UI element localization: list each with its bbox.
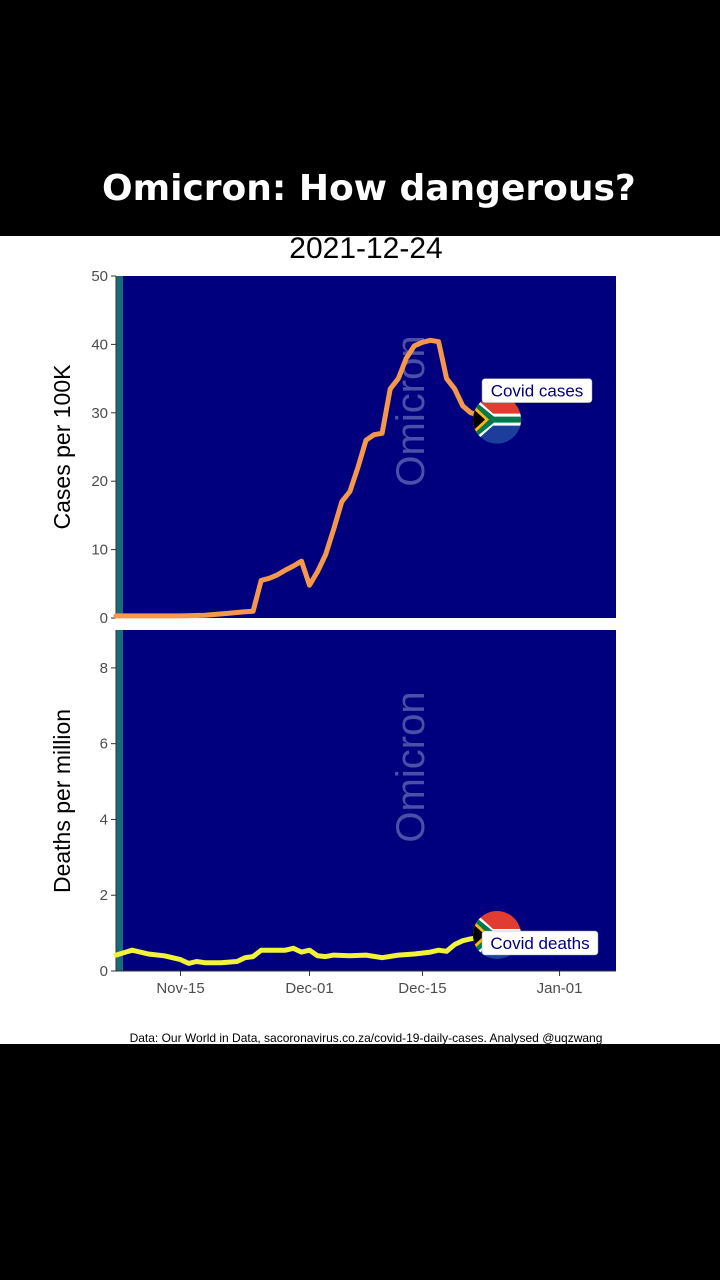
omicron-watermark: Omicron [389,691,433,842]
series-label-cases: Covid cases [481,378,593,403]
y-tick-label: 0 [100,610,108,627]
y-tick-label: 50 [91,268,108,285]
flag-black [473,924,486,947]
label-box [481,378,593,403]
plot-panel-cases: Omicron 0 10 20 30 40 50 Cases per 100K Covid ca… [49,268,616,627]
bottom-black-area [0,1044,720,1280]
series-line-cases [113,337,498,619]
start-marker-strip [116,630,123,971]
y-tick-label: 2 [100,887,108,904]
x-tick-label: Dec-01 [285,980,333,997]
series-label-deaths: Covid deaths [481,930,599,956]
caption-text: Omicron: How dangerous? [102,168,636,209]
date-label: 2021-12-24 [289,236,442,265]
south-africa-flag-icon [473,395,522,444]
flag-green [473,399,522,440]
y-tick-label: 10 [91,542,108,559]
source-note: Data: Our World in Data, sacoronavirus.c… [130,1031,603,1044]
series-line-deaths [113,932,498,966]
y-tick-label: 0 [100,963,108,980]
y-tick-label: 30 [91,405,108,422]
chart-panel: 2021-12-24 Omicron 0 10 20 30 40 50 Cases per 1… [0,232,720,1045]
x-tick-label: Jan-01 [537,980,583,997]
label-box [481,930,599,956]
plot-panel-deaths: Omicron 0 2 4 6 8 Deaths per million Nov-15 Dec-… [49,630,616,997]
omicron-watermark: Omicron [389,335,433,486]
flag-black [473,408,486,431]
y-tick-label: 6 [100,736,108,753]
y-tick-label: 40 [91,336,108,353]
y-tick-label: 20 [91,473,108,490]
start-marker-strip [116,276,123,618]
x-tick-label: Dec-15 [398,980,446,997]
plot-background [116,630,616,971]
flag-body [473,395,522,444]
y-axis-label: Deaths per million [49,709,75,893]
label-text: Covid cases [491,382,584,401]
y-axis-label: Cases per 100K [49,364,75,530]
label-text: Covid deaths [490,934,589,953]
y-tick-label: 4 [100,811,108,828]
x-tick-label: Nov-15 [156,980,204,997]
y-tick-label: 8 [100,660,108,677]
